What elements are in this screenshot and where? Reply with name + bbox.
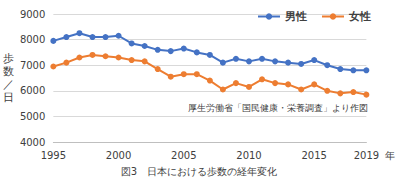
svg-text:日: 日 (3, 91, 14, 104)
svg-text:2015: 2015 (301, 150, 326, 161)
svg-text:2005: 2005 (171, 150, 196, 161)
svg-text:年: 年 (385, 150, 395, 161)
svg-text:図3 日本における歩数の経年変化: 図3 日本における歩数の経年変化 (121, 166, 277, 177)
svg-text:9000: 9000 (20, 9, 45, 20)
svg-text:7000: 7000 (20, 60, 45, 71)
svg-text:2010: 2010 (236, 150, 261, 161)
svg-text:／: ／ (3, 78, 14, 91)
svg-text:1995: 1995 (41, 150, 66, 161)
svg-text:男性: 男性 (284, 10, 307, 23)
svg-text:数: 数 (3, 65, 14, 78)
svg-text:歩: 歩 (3, 52, 14, 65)
svg-text:女性: 女性 (348, 10, 371, 23)
svg-text:2000: 2000 (106, 150, 131, 161)
svg-text:6000: 6000 (20, 85, 45, 96)
svg-text:2019: 2019 (354, 150, 379, 161)
svg-text:厚生労働省「国民健康・栄養調査」より作図: 厚生労働省「国民健康・栄養調査」より作図 (188, 103, 368, 113)
svg-text:5000: 5000 (20, 111, 45, 122)
svg-text:4000: 4000 (20, 137, 45, 148)
svg-text:8000: 8000 (20, 34, 45, 45)
